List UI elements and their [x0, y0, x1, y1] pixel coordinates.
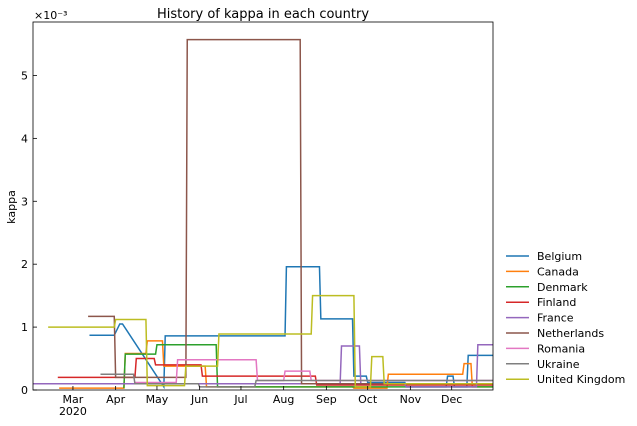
y-axis: 0 1 2 3 4 5 — [21, 69, 37, 397]
legend-label: Netherlands — [537, 327, 604, 340]
legend-label: Finland — [537, 296, 576, 309]
legend-label: Belgium — [537, 250, 582, 263]
plot-frame — [32, 21, 494, 391]
x-tick-label: Sep — [316, 393, 337, 406]
x-tick-label: Mar — [63, 393, 84, 406]
y-tick-label: 1 — [21, 321, 28, 334]
x-tick-label: Dec — [441, 393, 462, 406]
x-tick-sublabel: 2020 — [59, 405, 87, 418]
plot-lines — [33, 38, 493, 390]
y-tick-label: 3 — [21, 195, 28, 208]
legend-label: Canada — [537, 265, 579, 278]
series-line-finland — [57, 357, 493, 386]
legend-label: France — [537, 312, 574, 325]
x-tick-label: Jun — [190, 393, 208, 406]
series-line-ukraine — [100, 373, 493, 388]
y-tick-label: 2 — [21, 258, 28, 271]
series-line-united-kingdom — [48, 294, 493, 388]
x-tick-label: Aug — [273, 393, 294, 406]
x-tick-label: Jul — [233, 393, 247, 406]
x-tick-label: May — [146, 393, 169, 406]
x-tick-label: Oct — [358, 393, 378, 406]
x-tick-label: Apr — [106, 393, 126, 406]
y-tick-label: 0 — [21, 384, 28, 397]
legend-label: United Kingdom — [537, 373, 625, 386]
y-scale-label: ×10⁻³ — [34, 9, 67, 22]
series-line-belgium — [89, 265, 493, 390]
legend-label: Ukraine — [537, 358, 580, 371]
x-tick-label: Nov — [400, 393, 422, 406]
legend-label: Denmark — [537, 281, 588, 294]
y-axis-label: kappa — [5, 190, 18, 224]
y-tick-label: 5 — [21, 69, 28, 82]
chart-title: History of kappa in each country — [157, 7, 369, 22]
legend-label: Romania — [537, 342, 585, 355]
legend: Belgium Canada Denmark Finland France Netherl… — [506, 250, 625, 386]
y-tick-label: 4 — [21, 132, 28, 145]
